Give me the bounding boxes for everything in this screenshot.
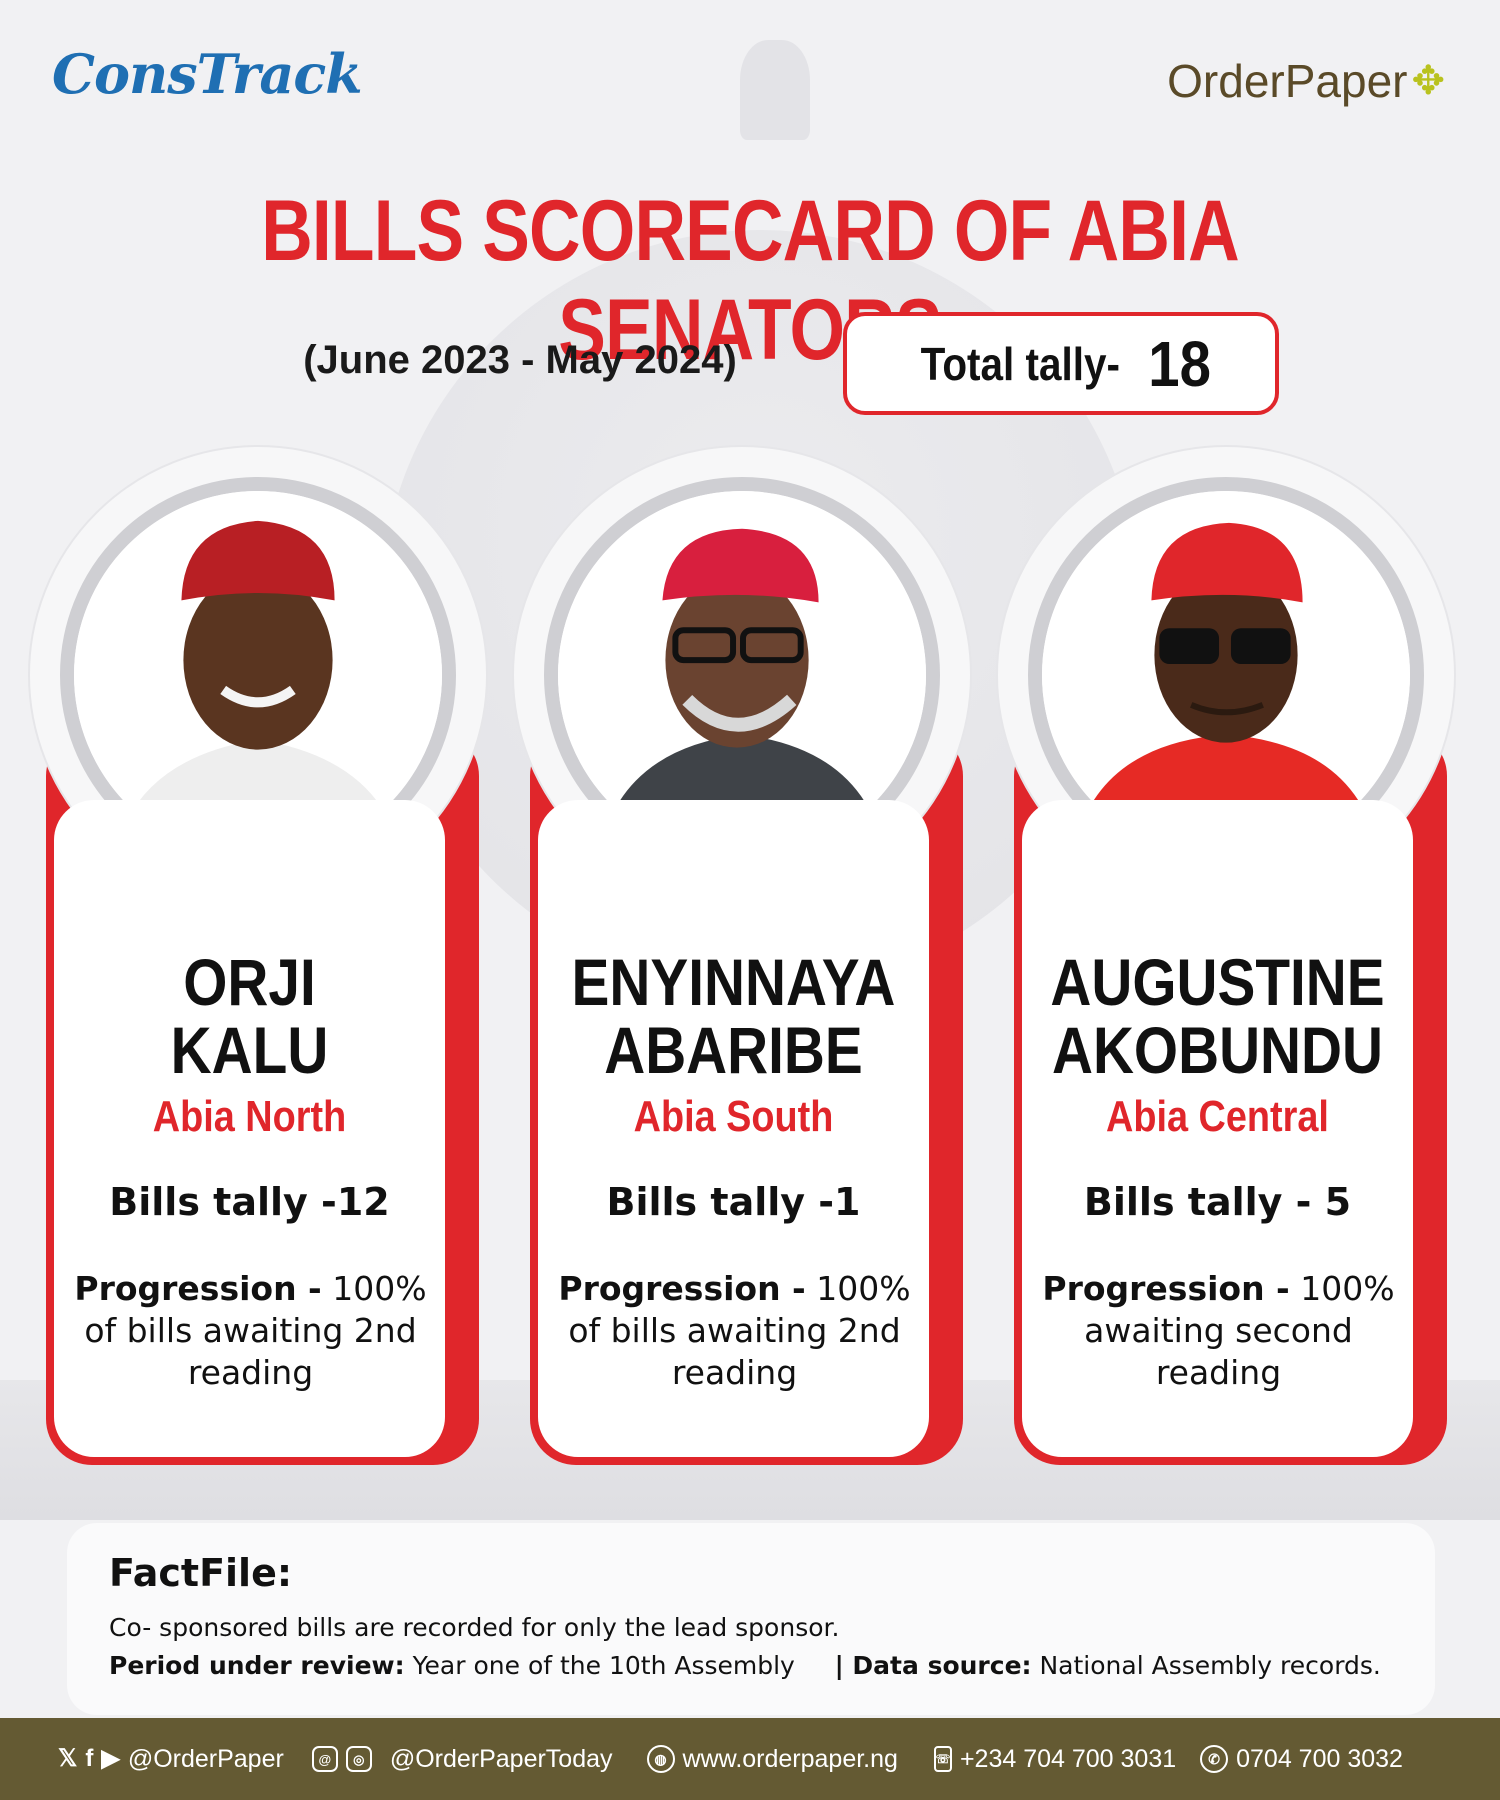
orderpaper-logo-text: OrderPaper: [1167, 55, 1408, 107]
senator-card-kalu: APC ORJI KALU Abia North Bills tally -12…: [28, 445, 488, 1465]
factfile-note: Co- sponsored bills are recorded for onl…: [109, 1613, 840, 1642]
phone-icon: ☏: [933, 1746, 952, 1772]
x-icon: 𝕏: [58, 1745, 78, 1772]
facebook-icon: f: [85, 1745, 94, 1772]
orderpaper-logo: OrderPaper ✥: [1167, 54, 1445, 108]
progression-text: Progression - 100% of bills awaiting 2nd…: [66, 1268, 435, 1394]
period-label: Period under review:: [109, 1651, 405, 1680]
senator-last-name: AKOBUNDU: [1051, 1013, 1384, 1087]
progression-label: Progression -: [558, 1269, 806, 1308]
orderpaper-mark-icon: ✥: [1411, 59, 1445, 103]
senator-name: AUGUSTINE AKOBUNDU: [1042, 948, 1392, 1084]
senator-district: Abia North: [152, 1092, 347, 1141]
period-value: Year one of the 10th Assembly: [412, 1651, 795, 1680]
source-value: National Assembly records.: [1039, 1651, 1381, 1680]
background-coat-of-arms: [740, 40, 810, 140]
whatsapp-link[interactable]: ✆ 0704 700 3032: [1200, 1745, 1403, 1774]
contact-footer: 𝕏 f ▶ @OrderPaper @ ◎ @OrderPaperToday ◍…: [0, 1718, 1500, 1800]
senator-first-name: AUGUSTINE: [1050, 945, 1385, 1019]
senator-last-name: KALU: [170, 1013, 329, 1087]
senator-name: ORJI KALU: [74, 948, 424, 1084]
senator-card-abaribe: APGA ENYINNAYA ABARIBE Abia South Bills …: [512, 445, 972, 1465]
progression-text: Progression - 100% of bills awaiting 2nd…: [550, 1268, 919, 1394]
social-link[interactable]: 𝕏 f ▶ @OrderPaper: [58, 1745, 284, 1774]
senator-card-body: [1022, 800, 1413, 1457]
bills-tally: Bills tally - 5: [1083, 1180, 1352, 1224]
bills-tally: Bills tally -1: [606, 1180, 861, 1224]
senator-first-name: ORJI: [183, 945, 316, 1019]
senator-card-body: [538, 800, 929, 1457]
factfile-period-source: Period under review: Year one of the 10t…: [109, 1651, 1381, 1680]
total-tally-value: 18: [1147, 327, 1211, 400]
progression-value: 100% awaiting second reading: [1084, 1269, 1395, 1392]
instagram-handle: @OrderPaperToday: [389, 1744, 613, 1773]
bills-tally: Bills tally -12: [109, 1180, 390, 1224]
progression-label: Progression -: [1042, 1269, 1290, 1308]
review-period: (June 2023 - May 2024): [303, 338, 737, 382]
phone-number: +234 704 700 3031: [959, 1744, 1177, 1773]
source-label: | Data source:: [834, 1651, 1032, 1680]
senator-first-name: ENYINNAYA: [571, 945, 896, 1019]
website-url: www.orderpaper.ng: [682, 1744, 898, 1773]
senator-district: Abia South: [633, 1092, 834, 1141]
phone-link[interactable]: ☏ +234 704 700 3031: [933, 1744, 1177, 1774]
instagram-link[interactable]: @ ◎ @OrderPaperToday: [311, 1744, 613, 1774]
youtube-icon: ▶: [101, 1745, 120, 1772]
senator-last-name: ABARIBE: [604, 1013, 863, 1087]
total-tally-box: Total tally- 18: [843, 312, 1279, 415]
whatsapp-icon: ✆: [1200, 1745, 1229, 1773]
progression-value: 100% of bills awaiting 2nd reading: [568, 1269, 911, 1392]
senator-name: ENYINNAYA ABARIBE: [558, 948, 908, 1084]
progression-label: Progression -: [74, 1269, 322, 1308]
factfile-panel: FactFile: Co- sponsored bills are record…: [67, 1523, 1435, 1715]
senator-card-body: [54, 800, 445, 1457]
threads-icon: @: [311, 1746, 338, 1772]
progression-text: Progression - 100% awaiting second readi…: [1034, 1268, 1403, 1394]
factfile-heading: FactFile:: [109, 1551, 293, 1595]
senator-district: Abia Central: [1106, 1092, 1329, 1141]
whatsapp-number: 0704 700 3032: [1236, 1744, 1403, 1773]
total-tally-label: Total tally-: [920, 337, 1121, 390]
constrack-logo: ConsTrack: [52, 42, 363, 106]
progression-value: 100% of bills awaiting 2nd reading: [84, 1269, 427, 1392]
website-link[interactable]: ◍ www.orderpaper.ng: [646, 1744, 898, 1774]
senator-card-akobundu: PDP AUGUSTINE AKOBUNDU Abia Central Bill…: [996, 445, 1456, 1465]
social-handle: @OrderPaper: [127, 1744, 284, 1773]
globe-icon: ◍: [646, 1745, 675, 1773]
instagram-icon: ◎: [345, 1746, 372, 1772]
